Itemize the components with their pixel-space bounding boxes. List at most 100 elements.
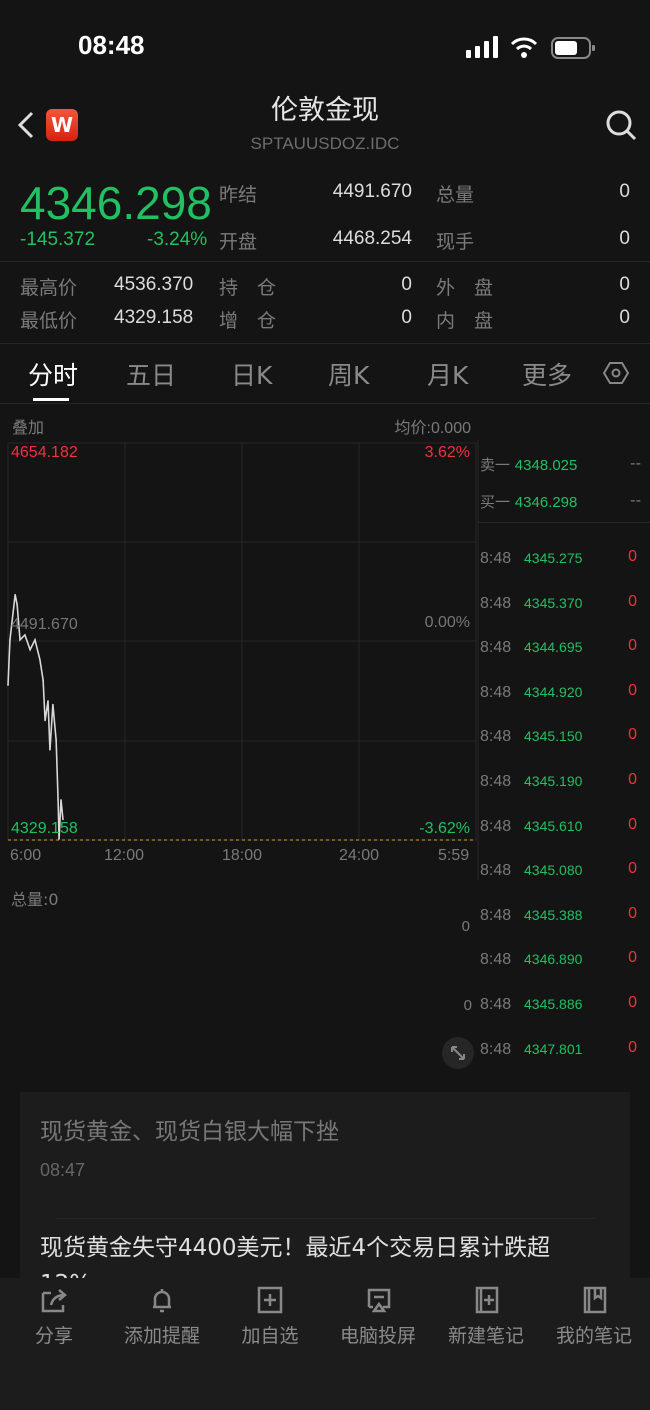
ask-volume: --	[630, 454, 641, 472]
share-icon	[41, 1289, 67, 1313]
field-label: 外 盘	[436, 277, 494, 299]
y-label-top-pct: 3.62%	[424, 444, 470, 461]
field-value: 0	[619, 274, 630, 295]
add-watchlist-icon	[257, 1286, 283, 1314]
toolbar-button[interactable]: 电脑投屏	[324, 1285, 432, 1348]
tick-time: 8:48	[480, 817, 512, 835]
price-point	[42, 679, 44, 681]
price-point	[7, 684, 9, 686]
back-button[interactable]	[14, 110, 38, 144]
tick-time: 8:48	[480, 639, 512, 657]
y-label-bottom: 4329.158	[11, 820, 78, 837]
price-point	[49, 749, 51, 751]
toolbar-label: 分享	[34, 1325, 73, 1347]
price-point	[57, 799, 59, 801]
price-point	[55, 739, 57, 741]
tick-volume: 0	[628, 637, 637, 655]
expand-button[interactable]	[442, 1037, 474, 1069]
field-value: 0	[619, 228, 630, 249]
tick-price: 4347.801	[524, 1040, 583, 1057]
new-note-icon	[475, 1286, 499, 1314]
bottom-toolbar	[0, 1278, 650, 1410]
tick-price: 4346.890	[524, 951, 583, 968]
volume-axis-top: 0	[461, 918, 470, 935]
tick-row: 8:48 4345.886 0	[480, 994, 645, 1014]
tick-row: 8:48 4346.890 0	[480, 949, 645, 969]
battery-icon	[551, 37, 597, 63]
y-label-top: 4654.182	[11, 444, 78, 461]
tick-time: 8:48	[480, 773, 512, 790]
price-point	[29, 648, 31, 651]
toolbar-button[interactable]: 分享	[0, 1285, 108, 1348]
tick-price: 4345.190	[524, 773, 583, 789]
ask-label: 卖一	[480, 456, 511, 474]
tick-time: 8:48	[480, 1040, 512, 1058]
search-button[interactable]	[604, 108, 638, 146]
tab-intraday[interactable]: 分时	[28, 361, 79, 390]
x-tick: 24:00	[339, 847, 380, 864]
field-value: 4329.158	[114, 307, 194, 328]
tick-row: 8:48 4345.150 0	[480, 726, 645, 746]
overlay-button[interactable]: 叠加	[12, 418, 45, 437]
tick-time: 8:48	[480, 862, 512, 880]
field-value: 0	[619, 181, 630, 202]
field-value: 4491.670	[332, 181, 412, 202]
news-time: 08:47	[40, 1160, 86, 1180]
ask-price: 4348.025	[514, 457, 578, 474]
toolbar-button[interactable]: 新建笔记	[432, 1285, 540, 1348]
tick-price: 4345.370	[524, 594, 583, 611]
tick-time: 8:48	[480, 996, 512, 1013]
toolbar-label: 添加提醒	[123, 1325, 200, 1347]
tick-price: 4345.080	[524, 862, 583, 879]
tick-time: 8:48	[480, 550, 512, 567]
volume-axis-mid: 0	[463, 997, 472, 1014]
toolbar-button[interactable]: 我的笔记	[540, 1285, 648, 1348]
price-point	[60, 799, 62, 801]
tick-volume: 0	[628, 592, 637, 610]
toolbar-button[interactable]: 加自选	[216, 1285, 324, 1348]
intraday-chart[interactable]	[0, 440, 480, 880]
my-notes-icon	[583, 1286, 607, 1314]
tab-more[interactable]: 更多	[522, 361, 573, 390]
price-change-pct: -3.24%	[147, 229, 208, 250]
price-point	[58, 838, 60, 840]
price-point	[52, 703, 54, 706]
search-icon	[606, 110, 637, 141]
bid-volume: --	[630, 491, 641, 509]
volume-label: 总量:0	[11, 890, 59, 909]
field-value: 0	[619, 307, 630, 328]
price-point	[19, 639, 21, 641]
tick-row: 8:48 4345.370 0	[480, 593, 645, 613]
field-value: 0	[401, 307, 412, 328]
field-label: 内 盘	[436, 310, 494, 332]
tick-volume: 0	[628, 1038, 637, 1056]
tick-volume: 0	[628, 681, 637, 699]
field-label: 开盘	[219, 231, 258, 253]
tick-price: 4345.150	[524, 728, 583, 745]
tick-volume: 0	[628, 860, 637, 878]
screen-cast-icon	[367, 1288, 391, 1313]
field-label: 现手	[436, 231, 475, 253]
tab-five-day[interactable]: 五日	[126, 361, 177, 390]
x-tick: 5:59	[438, 847, 470, 864]
price-point	[62, 818, 64, 821]
tick-time: 8:48	[480, 594, 512, 612]
news-card[interactable]: 现货黄金、现货白银大幅下挫 08:47 现货黄金失守4400美元！最近4个交易日…	[20, 1092, 630, 1297]
x-tick: 18:00	[222, 847, 263, 864]
news-title[interactable]: 现货黄金、现货白银大幅下挫	[40, 1119, 339, 1145]
tab-weekly-k[interactable]: 周K	[328, 361, 370, 390]
field-label: 最高价	[20, 277, 78, 299]
tick-time: 8:48	[480, 683, 512, 701]
settings-button[interactable]	[602, 360, 630, 390]
tab-daily-k[interactable]: 日K	[231, 361, 273, 390]
toolbar-label: 加自选	[241, 1325, 299, 1347]
field-label: 昨结	[219, 184, 258, 206]
tick-price: 4345.886	[524, 996, 583, 1012]
tick-price: 4344.695	[524, 639, 583, 656]
field-label: 持 仓	[219, 277, 277, 299]
price-point	[44, 719, 46, 722]
toolbar-button[interactable]: 添加提醒	[108, 1285, 216, 1348]
active-tab-indicator	[33, 398, 69, 401]
field-label: 增 仓	[219, 310, 277, 332]
tab-monthly-k[interactable]: 月K	[427, 361, 469, 390]
